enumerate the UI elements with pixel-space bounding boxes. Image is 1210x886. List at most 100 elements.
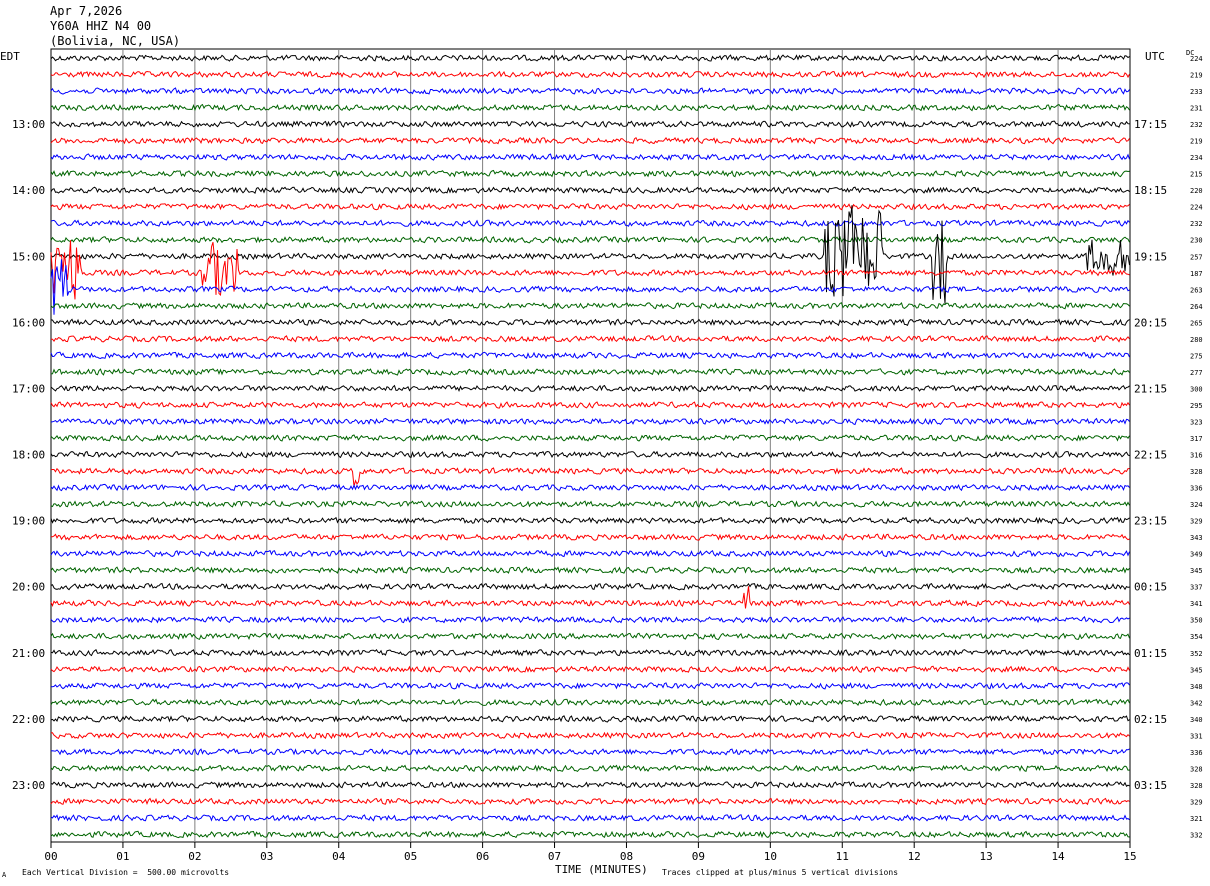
x-tick-label: 15 [1123, 850, 1136, 863]
dc-value: 337 [1190, 584, 1203, 592]
x-tick-label: 02 [188, 850, 201, 863]
header-location: (Bolivia, NC, USA) [50, 34, 181, 48]
seismic-trace-row-30 [50, 549, 1130, 558]
dc-value: 343 [1190, 534, 1203, 542]
seismic-trace-row-24 [50, 450, 1130, 459]
seismic-trace-row-5 [50, 136, 1130, 145]
right-hour-label: 00:15 [1134, 581, 1167, 594]
dc-value: 329 [1190, 518, 1203, 526]
right-hour-label: 03:15 [1134, 779, 1167, 792]
dc-value: 231 [1190, 105, 1203, 113]
seismic-trace-row-6 [50, 153, 1130, 161]
left-hour-label: 23:00 [12, 779, 45, 792]
x-tick-label: 05 [404, 850, 417, 863]
x-tick-label: 13 [980, 850, 993, 863]
dc-value: 234 [1190, 154, 1203, 162]
seismic-trace-row-29 [50, 533, 1130, 541]
left-hour-label: 20:00 [12, 581, 45, 594]
x-tick-label: 03 [260, 850, 273, 863]
left-hour-label: 19:00 [12, 515, 45, 528]
seismic-trace-row-35 [50, 632, 1130, 640]
seismic-trace-row-36 [50, 649, 1130, 657]
dc-value: 187 [1190, 270, 1203, 278]
seismic-trace-row-45 [50, 797, 1130, 806]
dc-value: 321 [1190, 815, 1203, 823]
dc-value: 264 [1190, 303, 1203, 311]
left-timezone-label: EDT [0, 50, 20, 63]
right-hour-label: 22:15 [1134, 449, 1167, 462]
seismic-trace-row-40 [50, 714, 1130, 723]
seismic-trace-row-22 [50, 417, 1130, 426]
dc-value: 350 [1190, 617, 1203, 625]
right-hour-label: 01:15 [1134, 647, 1167, 660]
dc-value: 341 [1190, 600, 1203, 608]
dc-value: 352 [1190, 650, 1203, 658]
seismic-trace-row-37 [50, 665, 1130, 674]
dc-value: 280 [1190, 336, 1203, 344]
right-hour-label: 19:15 [1134, 250, 1167, 263]
x-tick-label: 11 [836, 850, 849, 863]
dc-value: 232 [1190, 121, 1203, 129]
seismic-trace-row-12 [50, 205, 1130, 304]
dc-value: 345 [1190, 666, 1203, 674]
dc-value: 230 [1190, 237, 1203, 245]
x-tick-label: 00 [44, 850, 57, 863]
seismic-trace-row-3 [50, 103, 1130, 112]
seismic-trace-row-1 [50, 70, 1130, 79]
seismic-trace-row-25 [50, 467, 1130, 487]
left-hour-label: 13:00 [12, 118, 45, 131]
seismic-trace-row-41 [51, 731, 1130, 740]
dc-value: 277 [1190, 369, 1203, 377]
dc-value: 328 [1190, 765, 1203, 773]
dc-value: 342 [1190, 699, 1203, 707]
right-hour-label: 20:15 [1134, 316, 1167, 329]
seismic-trace-row-23 [50, 434, 1130, 442]
x-tick-label: 01 [116, 850, 129, 863]
seismic-trace-row-14 [50, 259, 1130, 315]
seismic-trace-row-31 [50, 566, 1130, 574]
dc-value: 331 [1190, 732, 1203, 740]
seismic-trace-row-7 [50, 169, 1130, 178]
dc-value: 275 [1190, 352, 1203, 360]
dc-value: 257 [1190, 253, 1203, 261]
seismic-trace-row-33 [50, 586, 1130, 609]
dc-value: 232 [1190, 220, 1203, 228]
dc-value: 340 [1190, 716, 1203, 724]
corner-mark: A [2, 871, 7, 879]
dc-value: 233 [1190, 88, 1203, 96]
dc-value: 329 [1190, 798, 1203, 806]
dc-value: 265 [1190, 319, 1203, 327]
seismic-trace-row-17 [50, 335, 1130, 343]
dc-value: 215 [1190, 171, 1203, 179]
seismic-trace-row-26 [50, 483, 1130, 492]
x-tick-label: 12 [908, 850, 921, 863]
dc-value: 316 [1190, 452, 1203, 460]
left-hour-label: 14:00 [12, 184, 45, 197]
x-tick-label: 09 [692, 850, 705, 863]
dc-value: 317 [1190, 435, 1203, 443]
seismic-trace-row-18 [50, 351, 1130, 360]
header-station: Y60A HHZ N4 00 [50, 19, 152, 33]
right-hour-label: 23:15 [1134, 515, 1167, 528]
seismic-trace-row-27 [50, 500, 1130, 508]
right-hour-label: 21:15 [1134, 382, 1167, 395]
dc-value: 224 [1190, 204, 1203, 212]
x-tick-label: 04 [332, 850, 346, 863]
seismic-trace-row-15 [50, 302, 1130, 310]
seismic-trace-row-32 [50, 582, 1130, 591]
x-axis-title: TIME (MINUTES) [555, 863, 648, 876]
dc-value: 220 [1190, 187, 1203, 195]
seismic-trace-row-21 [50, 401, 1130, 409]
seismic-trace-row-34 [50, 616, 1130, 624]
right-hour-label: 17:15 [1134, 118, 1167, 131]
seismic-trace-row-43 [50, 764, 1130, 773]
seismic-trace-row-11 [50, 235, 1130, 244]
dc-value: 348 [1190, 683, 1203, 691]
dc-value: 345 [1190, 567, 1203, 575]
dc-value: 295 [1190, 402, 1203, 410]
dc-value: 300 [1190, 385, 1203, 393]
dc-value: 328 [1190, 468, 1203, 476]
left-hour-label: 16:00 [12, 316, 45, 329]
seismic-trace-row-16 [50, 318, 1130, 327]
